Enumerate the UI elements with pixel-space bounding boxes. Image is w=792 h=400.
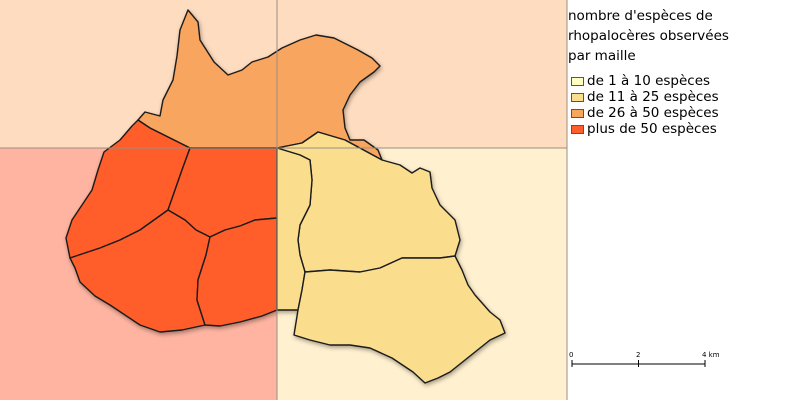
legend: nombre d'espèces de rhopalocères observé… <box>567 6 789 137</box>
grid-lines <box>0 0 568 400</box>
legend-label: de 11 à 25 espèces <box>587 89 719 105</box>
legend-item-50-plus: plus de 50 espèces <box>567 121 789 137</box>
legend-label: plus de 50 espèces <box>587 121 717 137</box>
legend-item-26-50: de 26 à 50 espèces <box>567 105 789 121</box>
legend-swatch <box>571 124 584 134</box>
scale-bar: 0 2 4 km <box>569 351 720 367</box>
scale-label-0: 0 <box>569 351 573 359</box>
commune-north <box>137 9 383 161</box>
legend-swatch <box>571 108 584 118</box>
scale-label-2: 2 <box>636 351 640 359</box>
communes <box>65 9 506 384</box>
legend-item-11-25: de 11 à 25 espèces <box>567 89 789 105</box>
legend-label: de 1 à 10 espèces <box>587 73 711 89</box>
legend-label: de 26 à 50 espèces <box>587 105 719 121</box>
scale-label-4km: 4 km <box>702 351 720 359</box>
legend-item-1-10: de 1 à 10 espèces <box>567 73 789 89</box>
commune-southeast <box>293 255 506 384</box>
commune-south-central <box>196 217 278 327</box>
legend-swatch <box>571 76 584 86</box>
legend-title: nombre d'espèces de rhopalocères observé… <box>568 8 729 64</box>
legend-swatch <box>571 92 584 102</box>
